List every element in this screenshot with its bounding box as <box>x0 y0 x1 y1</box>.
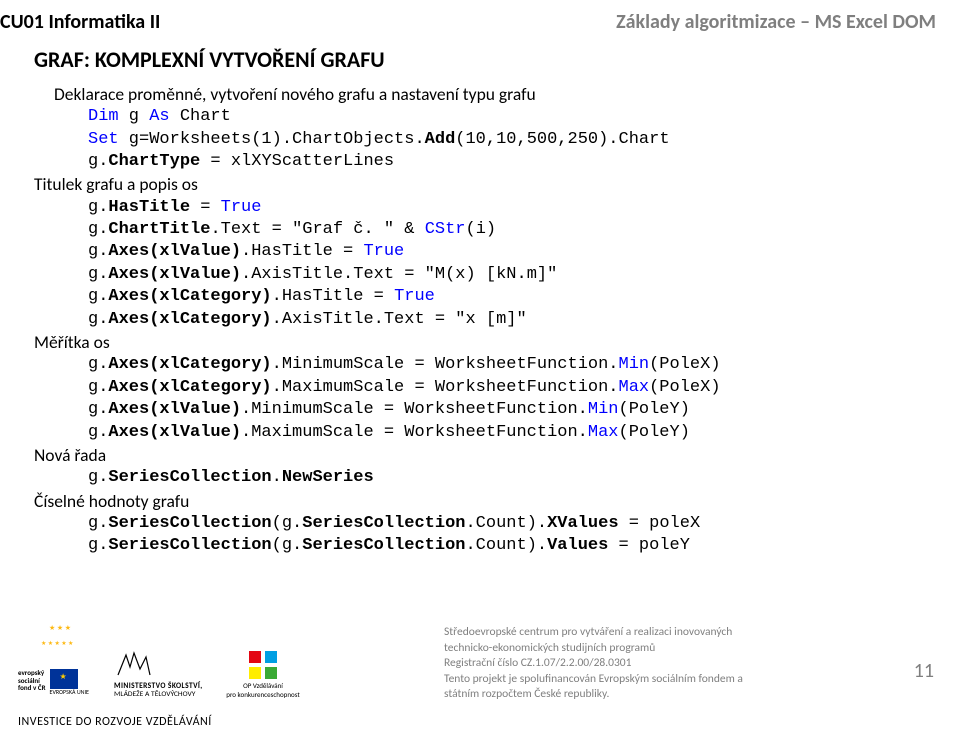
header-left: CU01 Informatika II <box>0 10 160 34</box>
code-line-1: Dim g As Chart <box>54 106 960 128</box>
code-line-8: g.Axes(xlCategory).HasTitle = True <box>54 286 960 308</box>
code-line-13: g.Axes(xlValue).MaximumScale = Worksheet… <box>54 422 960 444</box>
code-line-9: g.Axes(xlCategory).AxisTitle.Text = "x [… <box>54 309 960 331</box>
invest-tagline: INVESTICE DO ROZVOJE VZDĚLÁVÁNÍ <box>18 715 212 729</box>
code-line-4: g.HasTitle = True <box>54 197 960 219</box>
desc-3: Měřítka os <box>34 331 960 354</box>
eu-flag-icon <box>50 669 78 689</box>
desc-4: Nová řada <box>34 444 960 467</box>
code-line-14: g.SeriesCollection.NewSeries <box>54 467 960 489</box>
logo-block: evropský sociální fond v ČR EVROPSKÁ UNI… <box>18 621 300 699</box>
esf-logo-icon: evropský sociální fond v ČR EVROPSKÁ UNI… <box>18 621 106 699</box>
code-line-10: g.Axes(xlCategory).MinimumScale = Worksh… <box>54 354 960 376</box>
code-line-2: Set g=Worksheets(1).ChartObjects.Add(10,… <box>54 129 960 151</box>
footer-text: Středoevropské centrum pro vytváření a r… <box>444 625 743 703</box>
desc-5: Číselné hodnoty grafu <box>34 490 960 513</box>
code-line-12: g.Axes(xlValue).MinimumScale = Worksheet… <box>54 399 960 421</box>
page-number: 11 <box>914 659 934 683</box>
content-block: Deklarace proměnné, vytvoření nového gra… <box>0 83 960 557</box>
code-line-5: g.ChartTitle.Text = "Graf č. " & CStr(i) <box>54 219 960 241</box>
header-right: Základy algoritmizace – MS Excel DOM <box>616 10 936 34</box>
code-line-3: g.ChartType = xlXYScatterLines <box>54 151 960 173</box>
code-line-6: g.Axes(xlValue).HasTitle = True <box>54 241 960 263</box>
msmt-logo-icon: MINISTERSTVO ŠKOLSTVÍ, MLÁDEŽE A TĚLOVÝC… <box>114 649 218 699</box>
footer: evropský sociální fond v ČR EVROPSKÁ UNI… <box>0 615 960 733</box>
code-line-11: g.Axes(xlCategory).MaximumScale = Worksh… <box>54 377 960 399</box>
code-line-15: g.SeriesCollection(g.SeriesCollection.Co… <box>54 513 960 535</box>
code-line-7: g.Axes(xlValue).AxisTitle.Text = "M(x) [… <box>54 264 960 286</box>
opvk-logo-icon: OP Vzdělávání pro konkurenceschopnost <box>226 651 300 699</box>
desc-2: Titulek grafu a popis os <box>34 173 960 196</box>
section-title: GRAF: KOMPLEXNÍ VYTVOŘENÍ GRAFU <box>0 34 960 83</box>
code-line-16: g.SeriesCollection(g.SeriesCollection.Co… <box>54 535 960 557</box>
desc-1: Deklarace proměnné, vytvoření nového gra… <box>54 83 960 106</box>
